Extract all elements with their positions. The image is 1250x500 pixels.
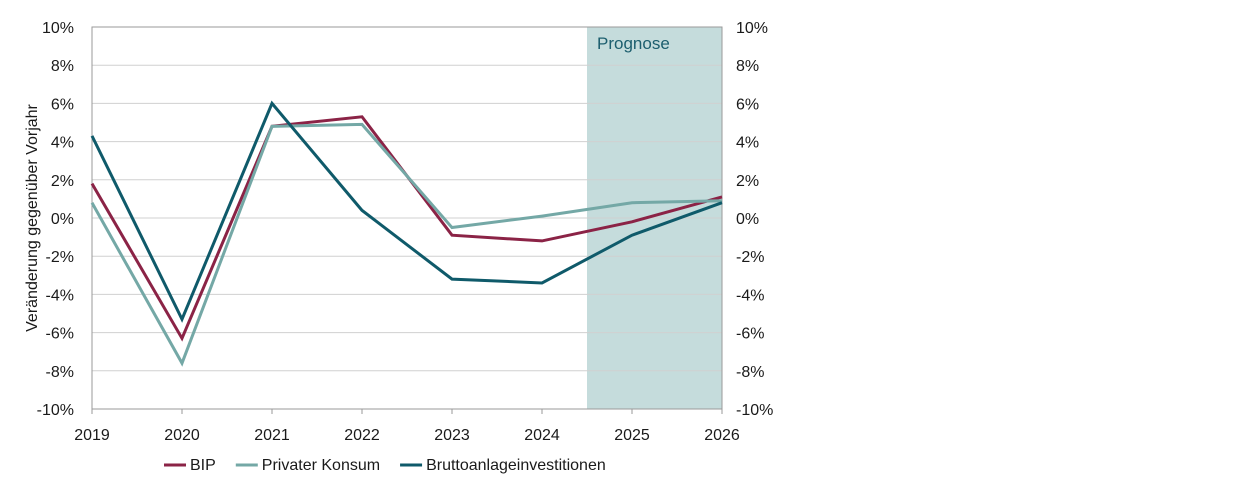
right-y-axis-ticks: -10% -8% -6% -4% -2% 0% 2% 4% 6% 8% 10% — [736, 20, 773, 419]
x-axis-ticks: 2019 2020 2021 2022 2023 2024 2025 2026 — [74, 409, 740, 444]
legend-label: Bruttoanlageinvestitionen — [426, 457, 606, 474]
series-line-1 — [90, 122, 723, 367]
y-tick-label-left: -6% — [46, 326, 74, 343]
series-lines — [90, 100, 723, 367]
y-tick-label-right: 6% — [736, 96, 759, 113]
plot-border — [91, 26, 723, 410]
forecast-label: Prognose — [597, 34, 670, 53]
left-y-axis-ticks: -10% -8% -6% -4% -2% 0% 2% 4% 6% 8% 10% — [37, 20, 74, 419]
x-tick-label: 2021 — [254, 427, 290, 444]
y-tick-label-left: -2% — [46, 249, 74, 266]
y-tick-label-left: 6% — [51, 96, 74, 113]
y-tick-label-right: 10% — [736, 20, 768, 37]
y-tick-label-left: 8% — [51, 58, 74, 75]
legend-label: Privater Konsum — [262, 457, 380, 474]
y-tick-label-left: -10% — [37, 402, 74, 419]
y-tick-label-right: -8% — [736, 364, 764, 381]
plot-frame — [91, 26, 723, 410]
y-tick-label-left: 10% — [42, 20, 74, 37]
y-tick-label-right: -10% — [736, 402, 773, 419]
y-tick-label-left: -8% — [46, 364, 74, 381]
x-tick-label: 2024 — [524, 427, 560, 444]
x-tick-label: 2019 — [74, 427, 110, 444]
y-tick-label-right: 8% — [736, 58, 759, 75]
y-tick-label-right: -4% — [736, 287, 764, 304]
legend-label: BIP — [190, 457, 216, 474]
y-tick-label-left: 0% — [51, 211, 74, 228]
y-tick-label-right: -2% — [736, 249, 764, 266]
gridlines — [92, 64, 722, 372]
series-line-2 — [90, 100, 723, 323]
x-tick-label: 2026 — [704, 427, 740, 444]
y-tick-label-right: 0% — [736, 211, 759, 228]
x-tick-label: 2023 — [434, 427, 470, 444]
y-tick-label-right: 2% — [736, 173, 759, 190]
x-tick-label: 2022 — [344, 427, 380, 444]
x-tick-label: 2025 — [614, 427, 650, 444]
x-tick-label: 2020 — [164, 427, 200, 444]
y-tick-label-right: -6% — [736, 326, 764, 343]
y-tick-label-right: 4% — [736, 135, 759, 152]
y-axis-label: Veränderung gegenüber Vorjahr — [24, 103, 41, 331]
y-tick-label-left: 2% — [51, 173, 74, 190]
legend: BIP Privater Konsum Bruttoanlageinvestitio… — [164, 457, 606, 474]
y-tick-label-left: -4% — [46, 287, 74, 304]
y-tick-label-left: 4% — [51, 135, 74, 152]
